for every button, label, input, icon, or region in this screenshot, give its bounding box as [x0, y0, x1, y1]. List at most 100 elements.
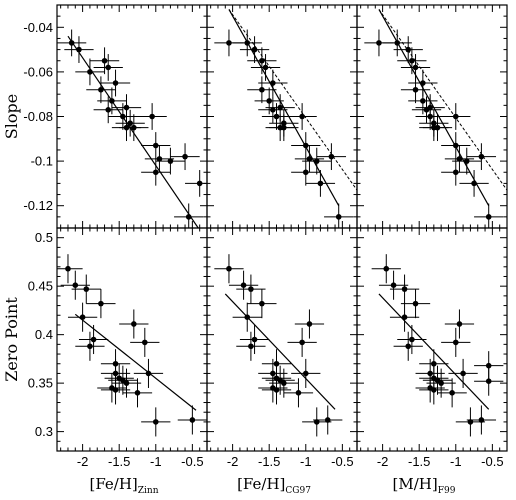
- data-point: [262, 64, 269, 71]
- data-point: [72, 282, 79, 289]
- data-point: [152, 169, 159, 176]
- y-tick-label: -0.1: [31, 154, 53, 169]
- y-tick-label: 0.5: [35, 230, 53, 245]
- data-point: [87, 343, 93, 350]
- x-axis-label-main: [M/H]: [393, 475, 438, 493]
- data-point: [452, 113, 459, 120]
- data-point: [302, 370, 309, 377]
- data-point: [248, 343, 254, 350]
- data-point: [456, 321, 463, 327]
- data-point: [152, 419, 159, 425]
- x-tick-label: -0.5: [181, 454, 203, 469]
- data-point: [251, 336, 258, 343]
- data-point: [438, 380, 444, 386]
- data-point: [434, 124, 441, 131]
- panel-data: [214, 9, 357, 228]
- x-tick-label: -0.5: [331, 454, 353, 469]
- fit-line: [378, 9, 490, 206]
- fit-line: [74, 313, 197, 411]
- data-point: [105, 64, 112, 71]
- data-point: [306, 156, 313, 162]
- data-point: [412, 86, 419, 93]
- data-point: [299, 339, 305, 346]
- x-axis-label-main: [Fe/H]: [89, 475, 137, 493]
- data-point: [412, 64, 419, 71]
- data-point: [83, 286, 90, 292]
- x-tick-label: -2: [227, 454, 239, 469]
- data-point: [277, 104, 283, 111]
- data-point: [478, 153, 485, 160]
- data-point: [131, 124, 137, 131]
- y-tick-label: -0.12: [23, 198, 53, 213]
- reference-fit-line-dashed: [378, 9, 507, 191]
- x-tick-label: -1: [450, 454, 462, 469]
- data-point: [335, 214, 342, 220]
- data-point: [123, 104, 130, 111]
- data-point: [383, 265, 390, 272]
- data-point: [105, 107, 112, 113]
- data-point: [376, 40, 382, 46]
- data-point: [112, 387, 119, 393]
- data-point: [273, 113, 280, 120]
- panel-data: [371, 254, 504, 437]
- x-axis-label-subscript: F99: [438, 486, 456, 496]
- data-point: [65, 265, 71, 272]
- data-point: [196, 180, 203, 187]
- data-point: [123, 380, 130, 386]
- data-point: [460, 370, 466, 377]
- panel-data: [57, 254, 207, 437]
- data-point: [90, 336, 97, 343]
- panel-frame: [356, 227, 508, 452]
- data-point: [299, 113, 305, 120]
- data-point: [478, 417, 485, 423]
- data-point: [259, 57, 265, 64]
- data-point: [182, 153, 188, 160]
- data-point: [127, 120, 133, 126]
- data-point: [431, 387, 437, 393]
- fit-line: [224, 293, 336, 410]
- zero-point-axis-label: Zero Point: [2, 297, 21, 382]
- data-point: [409, 336, 415, 343]
- data-point: [485, 362, 492, 369]
- panel-frame: [206, 227, 358, 452]
- data-point: [456, 156, 463, 162]
- data-point: [390, 282, 397, 289]
- panel-data: [57, 29, 207, 228]
- x-tick-label: -1: [150, 454, 162, 469]
- panel-data: [364, 9, 507, 228]
- data-point: [302, 169, 309, 176]
- x-axis-label: [Fe/H]Zinn: [89, 475, 158, 496]
- y-tick-label: 0.45: [28, 279, 53, 294]
- data-point: [112, 80, 119, 86]
- fit-line: [67, 35, 199, 228]
- data-point: [259, 300, 265, 307]
- x-axis-label-main: [Fe/H]: [237, 475, 285, 493]
- data-point: [295, 390, 302, 396]
- y-tick-label: -0.08: [23, 109, 53, 124]
- data-point: [131, 321, 137, 327]
- tick-marks: [57, 4, 508, 451]
- data-point: [427, 113, 433, 120]
- data-point: [328, 153, 335, 160]
- data-point: [248, 286, 254, 292]
- data-point: [167, 158, 174, 164]
- data-point: [405, 343, 412, 350]
- panel-data: [214, 254, 343, 437]
- x-tick-label: -1: [300, 454, 312, 469]
- data-point: [270, 107, 276, 113]
- data-point: [98, 86, 104, 93]
- data-point: [313, 419, 320, 425]
- data-point: [226, 265, 232, 272]
- data-point: [306, 321, 313, 327]
- y-tick-label: -0.06: [23, 64, 53, 79]
- x-tick-label: -1.5: [408, 454, 430, 469]
- data-point: [112, 370, 119, 377]
- x-axis-label: [M/H]F99: [393, 475, 456, 496]
- data-point: [420, 98, 426, 104]
- data-point: [452, 339, 459, 346]
- x-tick-label: -1.5: [258, 454, 280, 469]
- data-point: [281, 380, 287, 386]
- data-point: [98, 300, 104, 307]
- data-point: [273, 387, 280, 393]
